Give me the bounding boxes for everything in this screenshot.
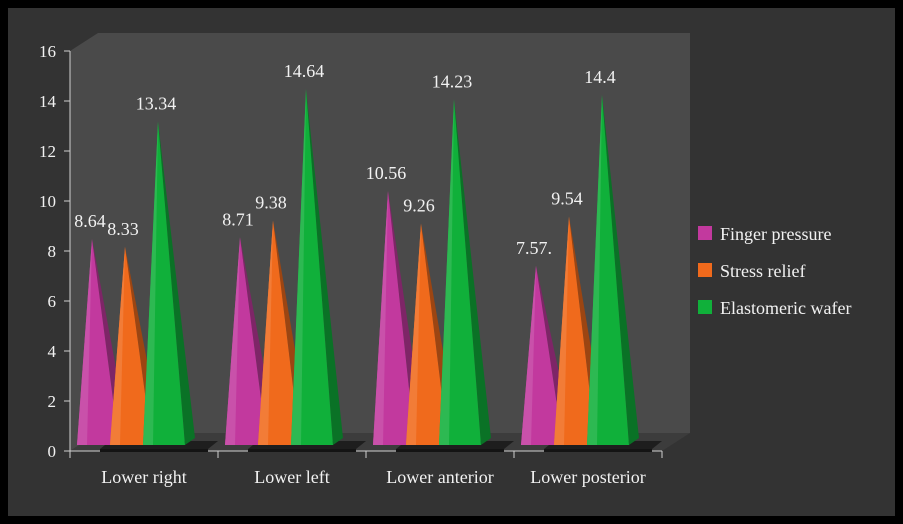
legend-swatch xyxy=(698,263,712,277)
pyramid-bar-highlight xyxy=(554,216,569,445)
data-label: 9.26 xyxy=(403,196,435,216)
base-slab-front xyxy=(396,449,504,452)
y-tick-label: 16 xyxy=(39,42,56,61)
pyramid-bar-highlight xyxy=(77,239,92,445)
y-tick-label: 14 xyxy=(39,92,57,111)
x-category-label: Lower right xyxy=(101,467,186,487)
legend-label: Elastomeric wafer xyxy=(720,298,851,318)
base-slab-front xyxy=(100,449,208,452)
data-label: 8.64 xyxy=(74,211,106,231)
pyramid-bar-side xyxy=(602,95,639,445)
pyramid-bar-highlight xyxy=(110,246,125,445)
pyramid-bar-highlight xyxy=(291,89,306,445)
legend-swatch xyxy=(698,300,712,314)
data-label: 9.54 xyxy=(551,189,583,209)
y-tick-label: 4 xyxy=(48,342,57,361)
base-slab-front xyxy=(544,449,652,452)
pyramid-bar-highlight xyxy=(587,95,602,445)
y-tick-label: 0 xyxy=(48,442,57,461)
legend-label: Stress relief xyxy=(720,261,805,281)
pyramid-bar-side xyxy=(454,99,491,445)
y-tick-label: 6 xyxy=(48,292,57,311)
pyramid-bar-side xyxy=(306,89,343,445)
data-label: 8.71 xyxy=(222,209,254,229)
data-label: 9.38 xyxy=(255,193,287,213)
base-slab-front xyxy=(248,449,356,452)
data-label: 8.33 xyxy=(107,219,139,239)
x-category-label: Lower left xyxy=(254,467,329,487)
y-tick-label: 8 xyxy=(48,242,57,261)
y-tick-label: 10 xyxy=(39,192,56,211)
legend-swatch xyxy=(698,226,712,240)
pyramid-bar-side xyxy=(158,121,195,445)
pyramid-bar-highlight xyxy=(225,237,240,445)
pyramid-bar-highlight xyxy=(521,265,536,445)
y-tick-label: 2 xyxy=(48,392,57,411)
data-label: 14.23 xyxy=(432,71,473,91)
legend-label: Finger pressure xyxy=(720,224,831,244)
y-tick-label: 12 xyxy=(39,142,56,161)
pyramid-bar-highlight xyxy=(439,99,454,445)
data-label: 14.64 xyxy=(284,61,325,81)
x-category-label: Lower posterior xyxy=(530,467,645,487)
pyramid-bar-highlight xyxy=(373,191,388,445)
data-label: 13.34 xyxy=(136,94,177,114)
data-label: 14.4 xyxy=(584,67,616,87)
data-label: 7.57. xyxy=(516,238,552,258)
pyramid-bar-highlight xyxy=(406,223,421,445)
x-category-label: Lower anterior xyxy=(386,467,493,487)
data-label: 10.56 xyxy=(366,163,407,183)
pyramid-bar-highlight xyxy=(143,121,158,445)
pyramid-bar-highlight xyxy=(258,220,273,445)
